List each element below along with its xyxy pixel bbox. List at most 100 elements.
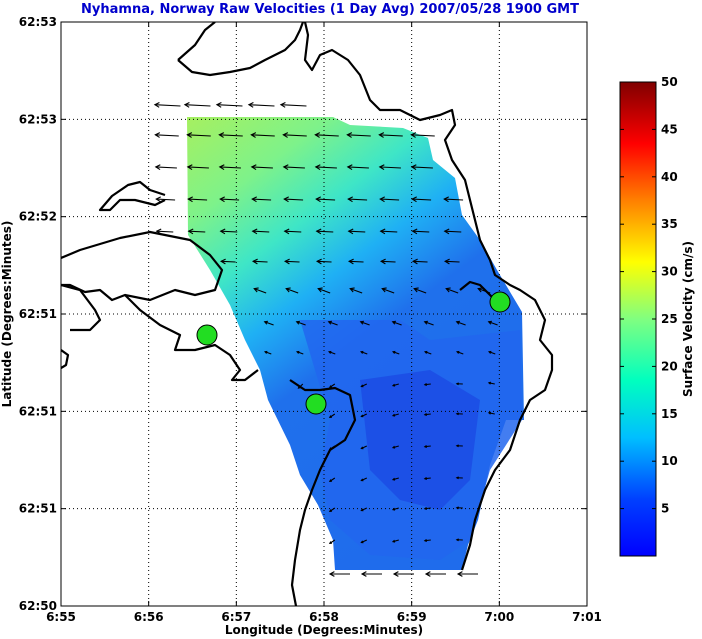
velocity-arrow <box>183 102 211 108</box>
colorbar-tick-label: 45 <box>661 122 678 136</box>
velocity-arrow <box>455 506 463 510</box>
y-tick-label: 62:52 <box>19 210 57 224</box>
velocity-arrow <box>423 445 431 449</box>
velocity-arrow <box>423 320 434 326</box>
y-tick-label: 62:50 <box>19 599 57 613</box>
velocity-arrow <box>413 287 427 294</box>
velocity-arrow <box>424 571 446 577</box>
velocity-arrow <box>155 196 176 203</box>
x-tick-label: 6:56 <box>134 610 164 624</box>
velocity-arrow <box>154 164 177 171</box>
x-tick-label: 6:59 <box>397 610 427 624</box>
site-marker-west <box>196 324 218 346</box>
y-tick-label: 62:51 <box>19 307 57 321</box>
velocity-arrow <box>424 350 432 355</box>
velocity-arrow <box>283 258 300 265</box>
velocity-arrow <box>487 381 495 385</box>
velocity-arrow <box>455 444 463 448</box>
velocity-arrow <box>381 287 395 294</box>
velocity-arrow <box>328 413 336 419</box>
velocity-arrow <box>423 477 431 481</box>
colorbar-ticks: 5 10 15 20 25 30 35 40 45 50 <box>620 75 678 516</box>
velocity-arrow <box>315 196 336 203</box>
velocity-arrow <box>328 383 336 389</box>
slowest-zone <box>360 370 480 510</box>
velocity-arrow <box>455 538 463 542</box>
velocity-arrow <box>297 383 304 389</box>
colorbar-tick-label: 15 <box>661 407 678 421</box>
velocity-arrow <box>218 164 241 171</box>
colorbar-tick-label: 25 <box>661 312 678 326</box>
velocity-arrow <box>443 228 462 235</box>
velocity-arrow <box>251 196 272 203</box>
velocity-arrow <box>423 413 431 417</box>
grid-lines <box>61 22 587 606</box>
velocity-arrow <box>360 507 368 512</box>
colorbar <box>619 81 657 557</box>
velocity-arrow <box>154 132 179 138</box>
x-tick-label: 7:01 <box>572 610 602 624</box>
colorbar-tick-label: 35 <box>661 217 678 231</box>
velocity-arrow <box>410 164 433 171</box>
velocity-arrow <box>360 477 368 482</box>
velocity-arrow <box>455 412 463 416</box>
velocity-arrow <box>283 228 302 235</box>
velocity-arrow <box>328 571 350 577</box>
velocity-arrow <box>327 320 338 326</box>
site-marker-south <box>305 393 327 415</box>
velocity-arrow <box>247 102 275 108</box>
velocity-arrow <box>315 228 334 235</box>
velocity-arrows <box>153 102 498 577</box>
velocity-arrow <box>296 350 304 355</box>
velocity-arrow <box>411 196 432 203</box>
y-tick-label: 62:51 <box>19 404 57 418</box>
velocity-arrow <box>347 258 364 265</box>
velocity-arrow <box>328 507 336 513</box>
velocity-arrow <box>250 132 275 138</box>
velocity-arrow <box>411 258 428 265</box>
velocity-arrow <box>391 320 402 326</box>
x-tick-label: 6:58 <box>309 610 339 624</box>
velocity-arrow <box>328 477 336 483</box>
velocity-arrow <box>295 320 306 326</box>
colorbar-tick-label: 5 <box>661 502 669 516</box>
colorbar-label: Surface Velocity (cm/s) <box>681 241 695 397</box>
velocity-arrow <box>153 102 181 108</box>
velocity-arrow <box>187 228 206 235</box>
velocity-arrow <box>218 132 243 138</box>
velocity-arrow <box>487 320 498 326</box>
velocity-arrow <box>317 287 331 294</box>
velocity-arrow <box>391 507 399 511</box>
velocity-arrow <box>360 571 382 577</box>
velocity-arrow <box>391 477 399 481</box>
velocity-arrow <box>378 132 403 138</box>
velocity-arrow <box>487 411 495 415</box>
velocity-arrow <box>219 258 236 265</box>
velocity-arrow <box>215 102 243 108</box>
x-axis-label: Longitude (Degrees:Minutes) <box>225 623 423 637</box>
velocity-arrow <box>443 196 464 203</box>
velocity-arrow <box>219 196 240 203</box>
velocity-arrow <box>314 164 337 171</box>
y-tick-label: 62:53 <box>19 15 57 29</box>
velocity-arrow <box>186 164 209 171</box>
velocity-arrow <box>347 228 366 235</box>
velocity-arrow <box>251 228 270 235</box>
velocity-arrow <box>456 350 464 355</box>
velocity-arrow <box>379 228 398 235</box>
velocity-arrow <box>253 287 267 294</box>
velocity-arrow <box>360 350 368 355</box>
y-axis-ticks: 62:50 62:51 62:51 62:51 62:52 62:53 62:53 <box>19 15 587 613</box>
velocity-arrow <box>155 228 174 235</box>
velocity-arrow <box>328 350 336 355</box>
velocity-arrow <box>285 287 299 294</box>
velocity-arrow <box>423 539 431 543</box>
velocity-arrow <box>283 196 304 203</box>
velocity-arrow <box>455 382 463 386</box>
velocity-arrow <box>379 258 396 265</box>
velocity-arrow <box>391 413 399 417</box>
velocity-arrow <box>411 228 430 235</box>
velocity-arrow <box>445 287 459 294</box>
velocity-arrow <box>328 445 336 451</box>
